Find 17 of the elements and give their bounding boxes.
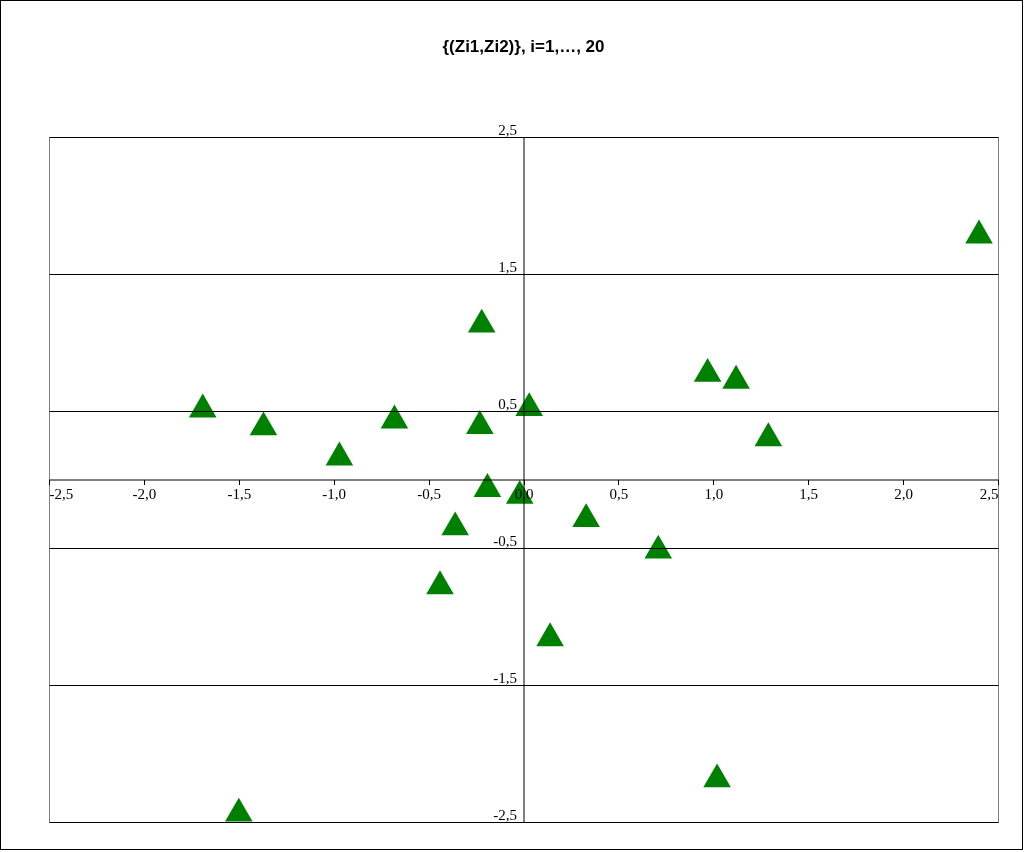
- y-tick-label: 2,5: [498, 121, 517, 138]
- y-tick-label: -1,5: [493, 669, 517, 686]
- y-tick-label: 1,5: [498, 258, 517, 275]
- x-tick-label: 1,5: [799, 486, 819, 502]
- chart-title: {(Zi1,Zi2)}, i=1,…, 20: [442, 37, 605, 56]
- x-tick-label: -0,5: [417, 486, 441, 502]
- y-tick-label: 0,5: [498, 395, 517, 412]
- x-tick-label: -1,0: [322, 486, 347, 502]
- x-tick-label: 2,0: [894, 486, 913, 502]
- x-tick-label: -2,5: [49, 486, 74, 502]
- x-tick-label: -1,5: [227, 486, 252, 502]
- y-tick-label: -2,5: [493, 806, 517, 823]
- y-tick-label: -0,5: [493, 532, 517, 549]
- x-tick-label: 2,5: [979, 486, 999, 502]
- x-tick-label: 1,0: [704, 486, 724, 502]
- x-tick-label: -2,0: [132, 486, 157, 502]
- x-tick-label: 0,5: [609, 486, 629, 502]
